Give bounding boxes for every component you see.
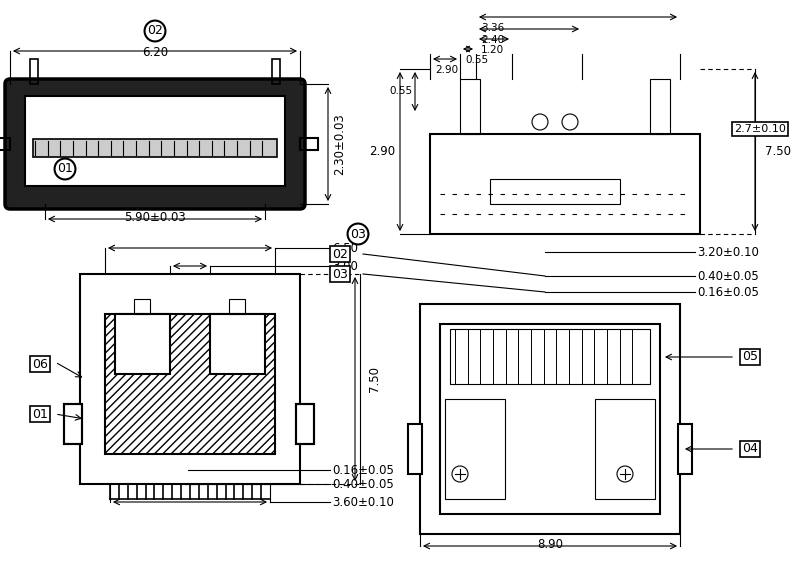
Bar — [272, 59, 280, 84]
Text: 3.20±0.10: 3.20±0.10 — [697, 246, 759, 258]
Bar — [105, 314, 275, 454]
FancyBboxPatch shape — [5, 79, 305, 209]
Text: 6.20: 6.20 — [142, 46, 168, 59]
Text: 0.16±0.05: 0.16±0.05 — [332, 463, 394, 476]
Text: 01: 01 — [57, 162, 73, 176]
Text: 01: 01 — [32, 408, 48, 421]
Circle shape — [532, 114, 548, 130]
Text: 2.30±0.03: 2.30±0.03 — [333, 113, 346, 175]
Bar — [25, 96, 285, 186]
Bar — [33, 139, 277, 157]
Text: 6.50: 6.50 — [332, 242, 358, 254]
Bar — [80, 274, 300, 484]
Text: 05: 05 — [742, 351, 758, 363]
Bar — [210, 314, 265, 374]
Bar — [115, 314, 170, 374]
Text: 5.90±0.03: 5.90±0.03 — [124, 211, 186, 224]
Bar — [296, 404, 314, 444]
Bar — [595, 399, 655, 499]
Text: 02: 02 — [147, 25, 163, 37]
Text: 0.16±0.05: 0.16±0.05 — [697, 285, 759, 298]
Bar — [408, 424, 422, 474]
Text: 03: 03 — [332, 267, 348, 281]
Bar — [490, 179, 620, 204]
Bar — [430, 134, 700, 234]
Text: 02: 02 — [332, 247, 348, 261]
Bar — [296, 404, 314, 444]
Text: 04: 04 — [742, 443, 758, 456]
Text: 0.55: 0.55 — [389, 87, 412, 96]
Bar — [229, 299, 245, 314]
Text: 3.36: 3.36 — [481, 23, 504, 33]
Bar — [450, 329, 650, 384]
Bar — [134, 299, 150, 314]
Text: 7.50: 7.50 — [368, 366, 381, 392]
Bar — [64, 404, 82, 444]
Bar — [445, 399, 505, 499]
Text: 1.20: 1.20 — [481, 45, 504, 55]
Text: 03: 03 — [350, 227, 366, 241]
Text: 7.50: 7.50 — [765, 145, 791, 158]
Text: 2.90: 2.90 — [369, 145, 395, 158]
Bar — [678, 424, 692, 474]
Bar — [0, 138, 10, 150]
Bar — [64, 404, 82, 444]
Text: 2.90: 2.90 — [435, 65, 458, 75]
Bar — [30, 59, 38, 84]
Text: 3.60±0.10: 3.60±0.10 — [332, 495, 394, 509]
Bar — [440, 324, 660, 514]
Text: 0.40±0.05: 0.40±0.05 — [697, 270, 758, 282]
Bar — [420, 304, 680, 534]
Text: 06: 06 — [32, 358, 48, 370]
Text: 0.40±0.05: 0.40±0.05 — [332, 478, 394, 491]
Circle shape — [562, 114, 578, 130]
Text: 0.55: 0.55 — [465, 55, 488, 65]
Text: 2.40: 2.40 — [481, 35, 504, 45]
Text: 2.7±0.10: 2.7±0.10 — [734, 124, 786, 134]
Bar — [460, 79, 480, 134]
Text: 3.00: 3.00 — [332, 259, 358, 273]
Text: 8.90: 8.90 — [537, 538, 563, 551]
Bar — [300, 138, 318, 150]
Bar — [650, 79, 670, 134]
